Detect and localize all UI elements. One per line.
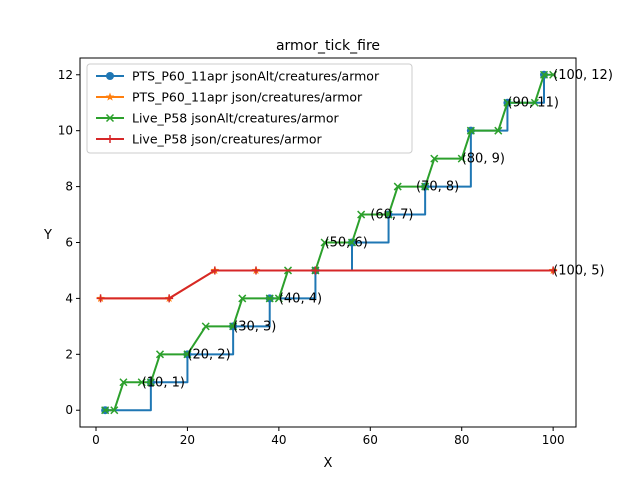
series-live-p58-json-creatures-armor bbox=[96, 266, 558, 303]
plot-area: (10, 1)(20, 2)(30, 3)(40, 4) (50, 6)(60, … bbox=[96, 68, 613, 415]
data-label: (60, 7) bbox=[370, 208, 413, 223]
data-label: (70, 8) bbox=[416, 180, 459, 195]
data-point bbox=[110, 406, 119, 415]
data-point bbox=[466, 126, 475, 135]
x-tick-label: 40 bbox=[271, 433, 286, 447]
data-point bbox=[347, 238, 357, 247]
data-point bbox=[274, 294, 283, 303]
legend-label: Live_P58 jsonAlt/creatures/armor bbox=[132, 111, 339, 126]
series-line bbox=[100, 269, 554, 300]
x-axis-label: X bbox=[324, 456, 333, 471]
data-point bbox=[503, 98, 512, 107]
legend-item: Live_P58 json/creatures/armor bbox=[96, 132, 323, 147]
y-tick-label: 10 bbox=[58, 124, 73, 138]
data-point bbox=[252, 266, 260, 275]
data-point bbox=[311, 266, 320, 275]
data-point bbox=[265, 294, 274, 303]
data-label: (100, 12) bbox=[553, 68, 613, 83]
x-tick-label: 60 bbox=[363, 433, 378, 447]
annotations: (10, 1)(20, 2)(30, 3)(40, 4) (50, 6)(60, … bbox=[142, 68, 613, 391]
data-point bbox=[320, 238, 329, 247]
data-point bbox=[101, 406, 110, 415]
x-tick-label: 100 bbox=[542, 433, 565, 447]
legend-item: PTS_P60_11apr json/creatures/armor bbox=[96, 90, 363, 105]
y-tick-label: 12 bbox=[58, 68, 73, 82]
series-line bbox=[105, 73, 554, 412]
data-point bbox=[119, 378, 128, 387]
data-label: (90, 11) bbox=[507, 96, 559, 111]
legend-marker bbox=[106, 72, 114, 80]
chart-title: armor_tick_fire bbox=[276, 38, 380, 54]
data-point bbox=[155, 350, 165, 359]
data-point bbox=[430, 154, 439, 163]
data-point bbox=[357, 210, 366, 219]
legend-item: PTS_P60_11apr jsonAlt/creatures/armor bbox=[96, 69, 380, 84]
legend-label: PTS_P60_11apr jsonAlt/creatures/armor bbox=[132, 69, 380, 84]
y-axis-label: Y bbox=[43, 228, 52, 243]
data-point bbox=[201, 322, 210, 331]
data-point bbox=[96, 294, 105, 303]
y-tick-label: 6 bbox=[65, 236, 73, 250]
y-tick-label: 2 bbox=[65, 347, 73, 361]
data-point bbox=[229, 322, 238, 331]
data-label: (30, 3) bbox=[233, 319, 276, 334]
data-point bbox=[183, 350, 192, 359]
legend-item: Live_P58 jsonAlt/creatures/armor bbox=[96, 111, 339, 126]
legend-marker bbox=[105, 113, 115, 123]
legend: PTS_P60_11apr jsonAlt/creatures/armor PTS… bbox=[86, 63, 413, 154]
data-label: (20, 2) bbox=[187, 347, 230, 362]
data-label: (50, 6) bbox=[325, 236, 368, 251]
legend-marker bbox=[106, 135, 114, 143]
x-tick-label: 20 bbox=[180, 433, 195, 447]
data-point bbox=[421, 182, 430, 191]
legend-box bbox=[86, 63, 413, 154]
data-point bbox=[457, 154, 466, 163]
data-label: (10, 1) bbox=[142, 375, 185, 390]
y-tick-label: 4 bbox=[65, 291, 73, 305]
legend-label: PTS_P60_11apr json/creatures/armor bbox=[132, 90, 363, 105]
data-point bbox=[210, 266, 219, 275]
data-point bbox=[494, 126, 503, 135]
data-point bbox=[549, 266, 558, 275]
x-tick-label: 80 bbox=[454, 433, 469, 447]
axis-ticks: 0 20 40 60 80 100 0 2 4 6 8 10 12 bbox=[58, 68, 565, 447]
y-tick-label: 8 bbox=[65, 180, 73, 194]
data-point bbox=[146, 378, 155, 387]
data-label: (80, 9) bbox=[462, 152, 505, 167]
legend-marker bbox=[105, 92, 115, 101]
data-point bbox=[238, 294, 247, 303]
data-point bbox=[393, 182, 402, 191]
y-tick-label: 0 bbox=[65, 403, 73, 417]
data-point bbox=[539, 70, 549, 79]
data-label: (100, 5) bbox=[553, 263, 605, 278]
data-point bbox=[165, 294, 174, 303]
data-point bbox=[549, 70, 558, 79]
data-label: (40, 4) bbox=[279, 291, 322, 306]
series-live-p58-jsonalt-creatures-armor bbox=[101, 70, 558, 415]
data-point bbox=[384, 210, 393, 219]
data-point bbox=[137, 378, 146, 387]
data-point bbox=[530, 98, 539, 107]
x-tick-label: 0 bbox=[92, 433, 100, 447]
legend-label: Live_P58 json/creatures/armor bbox=[132, 132, 323, 147]
